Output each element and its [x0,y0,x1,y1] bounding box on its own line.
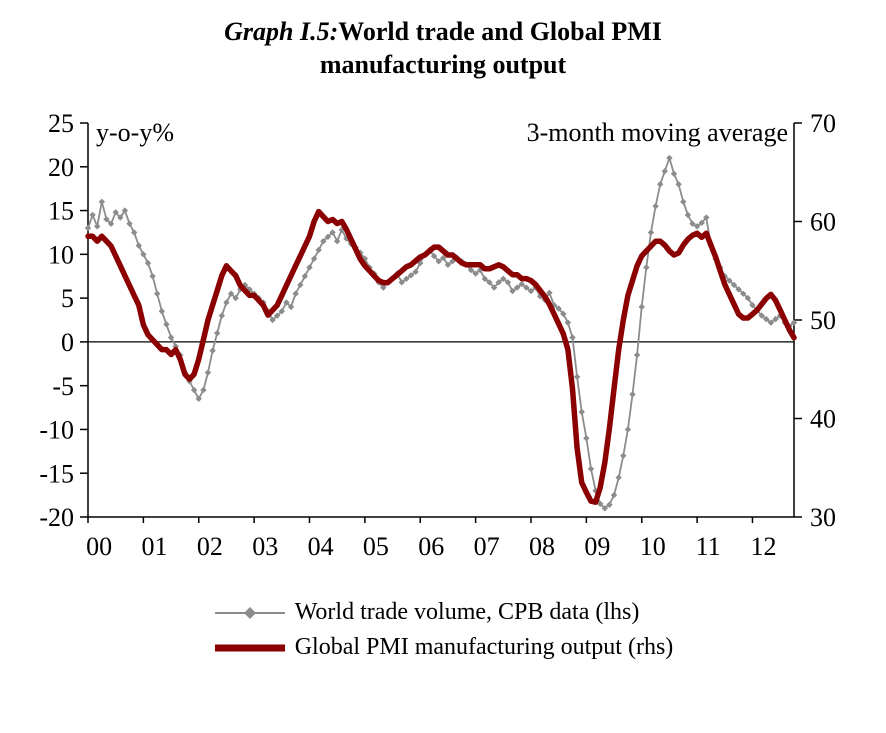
legend-label-world-trade: World trade volume, CPB data (lhs) [294,599,640,625]
svg-text:50: 50 [810,306,836,335]
svg-text:70: 70 [810,109,836,138]
chart-legend: World trade volume, CPB data (lhs) Globa… [213,599,674,661]
world-trade-series [84,154,798,512]
svg-text:03: 03 [252,532,278,561]
svg-text:10: 10 [48,240,74,269]
svg-text:01: 01 [141,532,167,561]
tick-marks [80,122,802,523]
svg-text:02: 02 [197,532,223,561]
svg-text:11: 11 [696,532,721,561]
svg-text:06: 06 [418,532,444,561]
svg-text:04: 04 [308,532,334,561]
legend-item-world-trade: World trade volume, CPB data (lhs) [213,599,640,626]
svg-text:08: 08 [529,532,555,561]
chart-title-main: World trade and Global PMI [338,17,662,46]
svg-text:-5: -5 [52,372,74,401]
pmi-series [85,208,797,505]
svg-text:40: 40 [810,405,836,434]
svg-text:-20: -20 [39,503,74,532]
right-axis-labels: 70 60 50 40 30 [810,109,836,532]
chart-title: Graph I.5:World trade and Global PMI man… [0,16,886,81]
svg-text:60: 60 [810,208,836,237]
chart-title-prefix: Graph I.5: [224,17,339,46]
legend-item-pmi: Global PMI manufacturing output (rhs) [213,634,674,661]
left-axis-labels: 25 20 15 10 5 0 -5 -10 -15 -20 [39,109,74,532]
world-trade-line-swatch [214,606,285,619]
svg-text:00: 00 [86,532,112,561]
chart-title-line2: manufacturing output [319,49,567,79]
x-axis-labels: 00 01 02 03 04 05 06 07 08 09 10 11 12 [86,532,776,561]
svg-text:25: 25 [48,109,74,138]
svg-text:09: 09 [584,532,610,561]
svg-text:-15: -15 [39,459,74,488]
svg-text:20: 20 [48,153,74,182]
svg-text:05: 05 [363,532,389,561]
svg-text:07: 07 [474,532,500,561]
svg-text:12: 12 [751,532,777,561]
svg-text:15: 15 [48,197,74,226]
svg-text:-10: -10 [39,416,74,445]
svg-text:30: 30 [810,503,836,532]
svg-text:5: 5 [61,284,74,313]
svg-text:10: 10 [640,532,666,561]
legend-label-pmi: Global PMI manufacturing output (rhs) [294,634,674,660]
svg-text:0: 0 [61,328,74,357]
pmi-line-swatch [214,644,285,651]
axes [87,123,795,518]
left-annotation: y-o-y% [96,118,174,147]
right-annotation: 3-month moving average [527,118,788,147]
chart-title-line1: Graph I.5:World trade and Global PMI [0,16,886,49]
